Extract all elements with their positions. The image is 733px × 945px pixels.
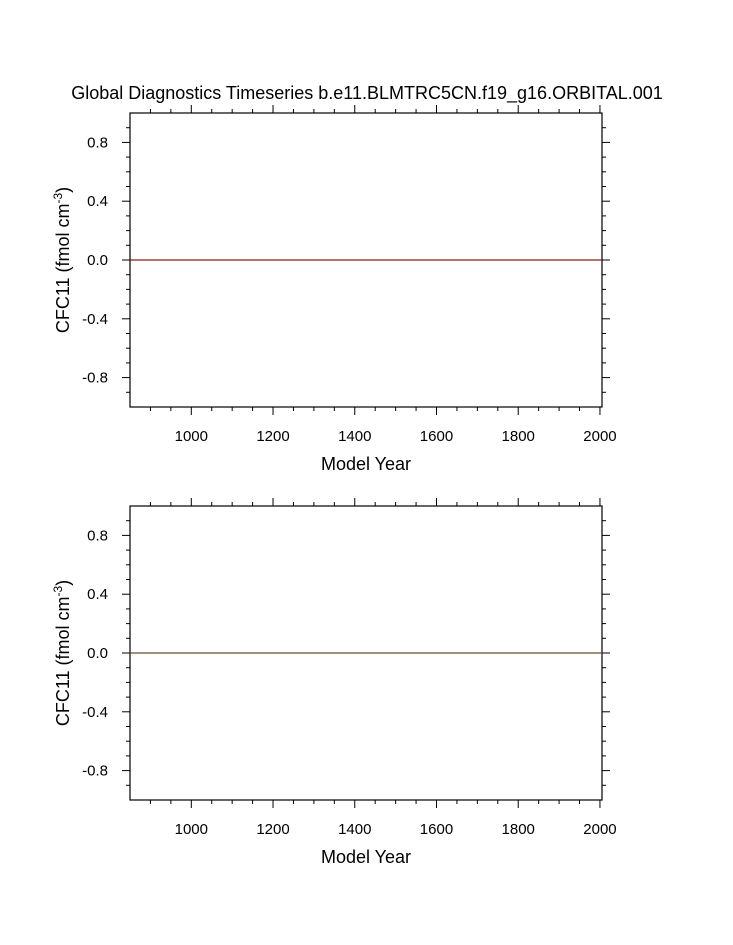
y-tick-label: 0.4 (87, 586, 108, 603)
x-tick-label: 1400 (338, 821, 371, 838)
x-tick-label: 1600 (420, 428, 453, 445)
y-tick-label: 0.0 (87, 252, 108, 269)
y-axis-label: CFC11 (fmol cm-3) (51, 187, 73, 333)
chart-panel-bottom: 1000 1200 1400 1600 1800 2000 0.8 0.4 0.0 -0.4 -0.… (51, 498, 617, 867)
x-tick-label: 1800 (502, 821, 535, 838)
x-tick-label: 2000 (583, 428, 616, 445)
y-tick-label: 0.8 (87, 527, 108, 544)
y-tick-label: -0.8 (82, 763, 108, 780)
x-tick-label: 1200 (256, 821, 289, 838)
y-tick-label: 0.4 (87, 193, 108, 210)
x-tick-label: 1000 (175, 821, 208, 838)
x-tick-label: 1200 (256, 428, 289, 445)
y-tick-label: -0.4 (82, 704, 108, 721)
x-tick-label: 1400 (338, 428, 371, 445)
chart-panel-top: 1000 1200 1400 1600 1800 2000 0.8 0.4 0.0 -0.4 -0.… (51, 105, 617, 474)
figure-title: Global Diagnostics Timeseries b.e11.BLMT… (71, 83, 663, 104)
y-tick-label: 0.0 (87, 645, 108, 662)
y-tick-label: -0.4 (82, 311, 108, 328)
x-axis-label: Model Year (321, 847, 411, 867)
x-tick-label: 2000 (583, 821, 616, 838)
x-tick-label: 1600 (420, 821, 453, 838)
x-tick-label: 1000 (175, 428, 208, 445)
x-axis-label: Model Year (321, 454, 411, 474)
y-tick-label: 0.8 (87, 134, 108, 151)
y-tick-label: -0.8 (82, 370, 108, 387)
x-tick-label: 1800 (502, 428, 535, 445)
y-axis-label: CFC11 (fmol cm-3) (51, 580, 73, 726)
